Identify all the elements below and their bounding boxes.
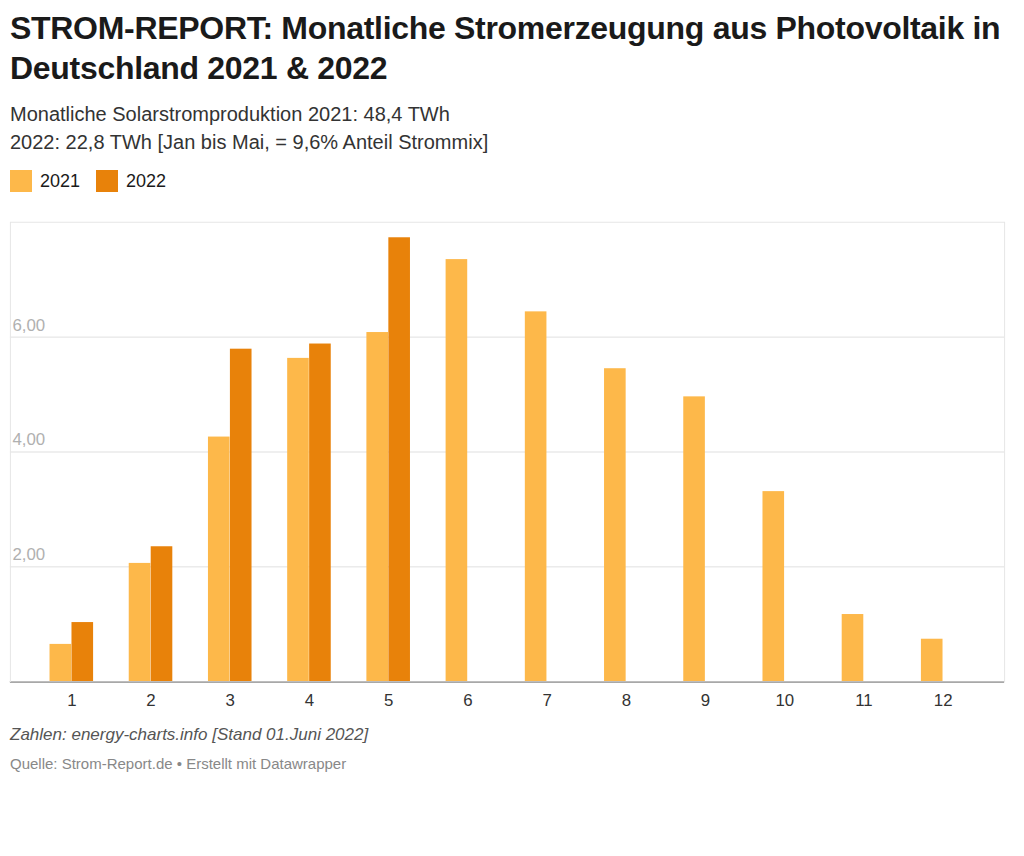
html-text:2022: 2022 [126,170,167,191]
svg-text:8: 8 [622,691,631,710]
svg-text:5: 5 [384,691,393,710]
html-text:Monatliche Solarstromproduktio: Monatliche Solarstromproduktion 2021: 48… [10,103,450,125]
html-text:Quelle: Strom-Report.de • Erst: Quelle: Strom-Report.de • Erstellt mit D… [10,754,347,772]
svg-text:2: 2 [146,691,155,710]
html-text:Zahlen: energy-charts.info [St: Zahlen: energy-charts.info [Stand 01.Jun… [10,724,369,744]
svg-text:4: 4 [305,691,314,710]
html-text:2022: 22,8 TWh [Jan bis Mai, =: 2022: 22,8 TWh [Jan bis Mai, = 9,6% Ante… [10,131,489,153]
svg-text:7: 7 [542,691,551,710]
svg-text:10: 10 [775,691,794,710]
html-text:2021: 2021 [40,170,80,191]
svg-text:3: 3 [226,691,235,710]
svg-text:1: 1 [67,691,76,710]
svg-text:11: 11 [855,691,872,710]
html-text:STROM-REPORT: Monatliche Strom: STROM-REPORT: Monatliche Stromerzeugung … [10,10,1001,86]
svg-text:12: 12 [934,691,953,710]
svg-text:6,00: 6,00 [12,316,45,335]
svg-text:6: 6 [463,691,472,710]
svg-text:2,00: 2,00 [12,545,45,564]
svg-text:9: 9 [701,691,710,710]
svg-text:4,00: 4,00 [12,430,45,449]
